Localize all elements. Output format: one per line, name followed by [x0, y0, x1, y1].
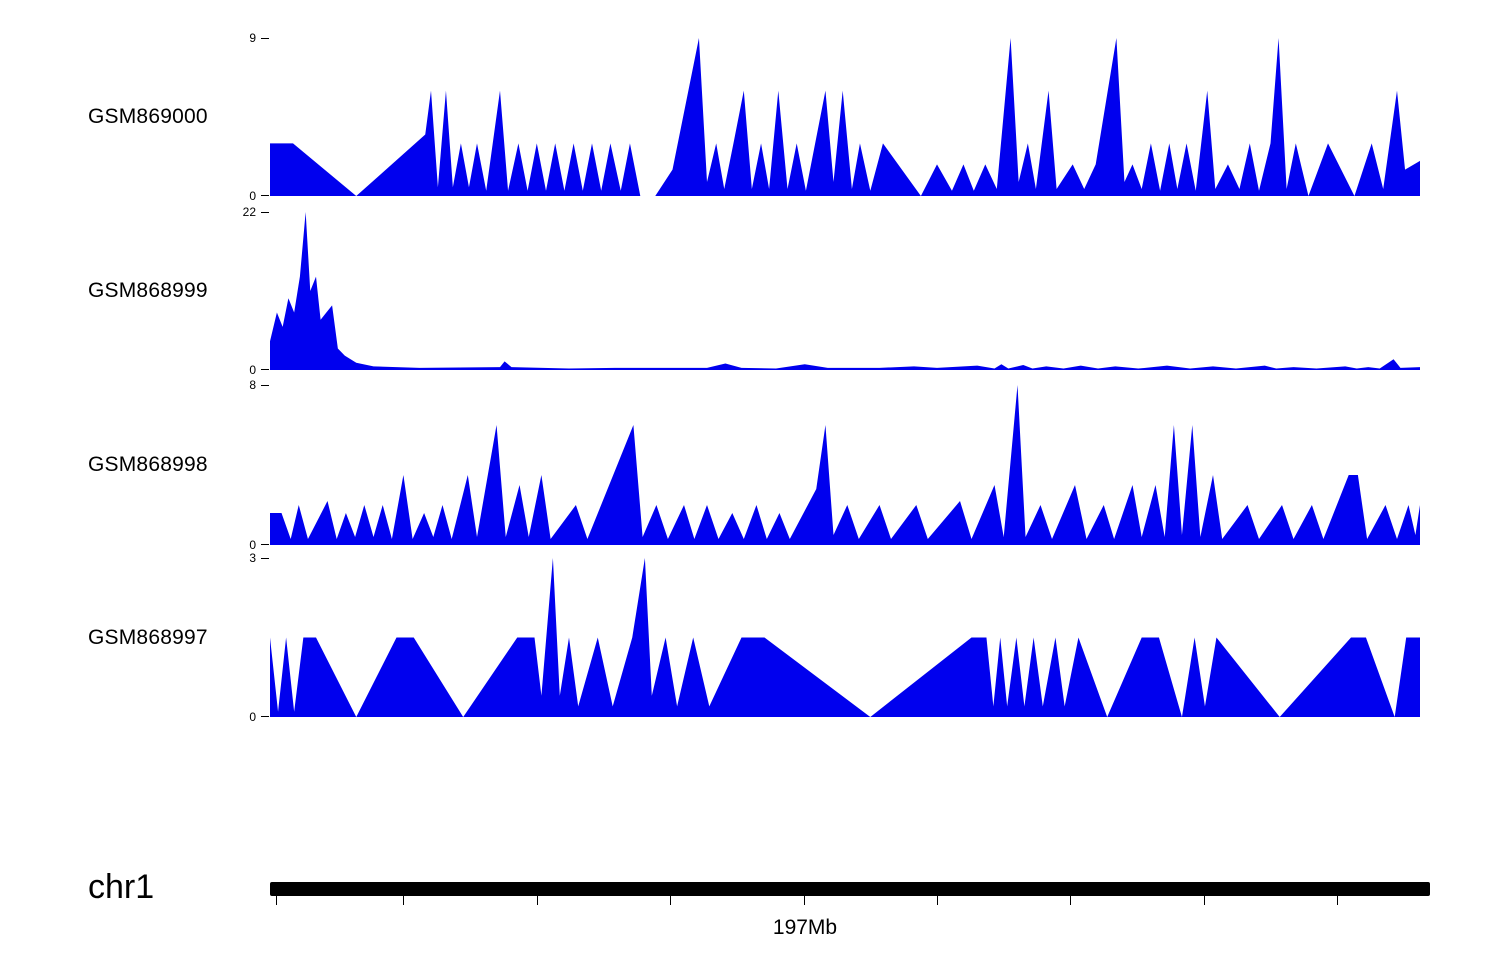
position-label: 197Mb — [772, 916, 838, 939]
y-axis-min-label: 0 — [249, 189, 256, 203]
signal-area — [270, 385, 1420, 545]
y-axis-tick — [261, 558, 269, 559]
y-axis-min-label: 0 — [249, 538, 256, 552]
coordinate-ruler — [270, 896, 1430, 908]
chromosome-name: chr1 — [88, 868, 155, 906]
signal-area-svg — [270, 212, 1420, 370]
track-label: GSM869000 — [88, 105, 208, 128]
ruler-tick — [803, 896, 805, 905]
signal-plot — [270, 385, 1420, 545]
ruler-tick — [1337, 896, 1339, 905]
ruler-tick — [275, 896, 277, 905]
signal-plot — [270, 558, 1420, 717]
y-axis-max-label: 22 — [242, 205, 256, 219]
ruler-tick — [1203, 896, 1205, 905]
ruler-tick — [536, 896, 538, 905]
y-axis-max-label: 8 — [249, 378, 256, 392]
ruler-tick — [670, 896, 672, 905]
y-axis-max-label: 9 — [249, 31, 256, 45]
y-axis-tick — [261, 369, 269, 370]
y-axis-tick — [261, 212, 269, 213]
track-gsm869000: GSM869000 9 0 — [0, 32, 1500, 202]
track-label: GSM868999 — [88, 279, 208, 302]
y-axis-tick — [261, 716, 269, 717]
track-gsm868997: GSM868997 3 0 — [0, 552, 1500, 723]
y-axis-tick — [261, 38, 269, 39]
track-label: GSM868997 — [88, 625, 208, 649]
y-axis-min-label: 0 — [249, 363, 256, 377]
track-label: GSM868998 — [88, 453, 208, 476]
signal-area-svg — [270, 558, 1420, 717]
signal-area — [270, 558, 1420, 717]
signal-area — [270, 212, 1420, 370]
signal-plot — [270, 212, 1420, 370]
signal-area — [270, 38, 1420, 196]
y-axis-tick — [261, 195, 269, 196]
ruler-tick — [1070, 896, 1072, 905]
track-gsm868999: GSM868999 22 0 — [0, 206, 1500, 376]
y-axis-min-label: 0 — [249, 710, 256, 724]
ruler-tick — [403, 896, 405, 905]
signal-area-svg — [270, 38, 1420, 196]
ruler-tick — [937, 896, 938, 905]
y-axis-tick — [261, 385, 269, 386]
y-axis-tick — [261, 544, 269, 545]
y-axis-max-label: 3 — [249, 551, 256, 565]
signal-plot — [270, 38, 1420, 196]
signal-area-svg — [270, 385, 1420, 545]
chromosome-ideogram-bar — [270, 882, 1430, 896]
track-gsm868998: GSM868998 8 0 — [0, 379, 1500, 551]
